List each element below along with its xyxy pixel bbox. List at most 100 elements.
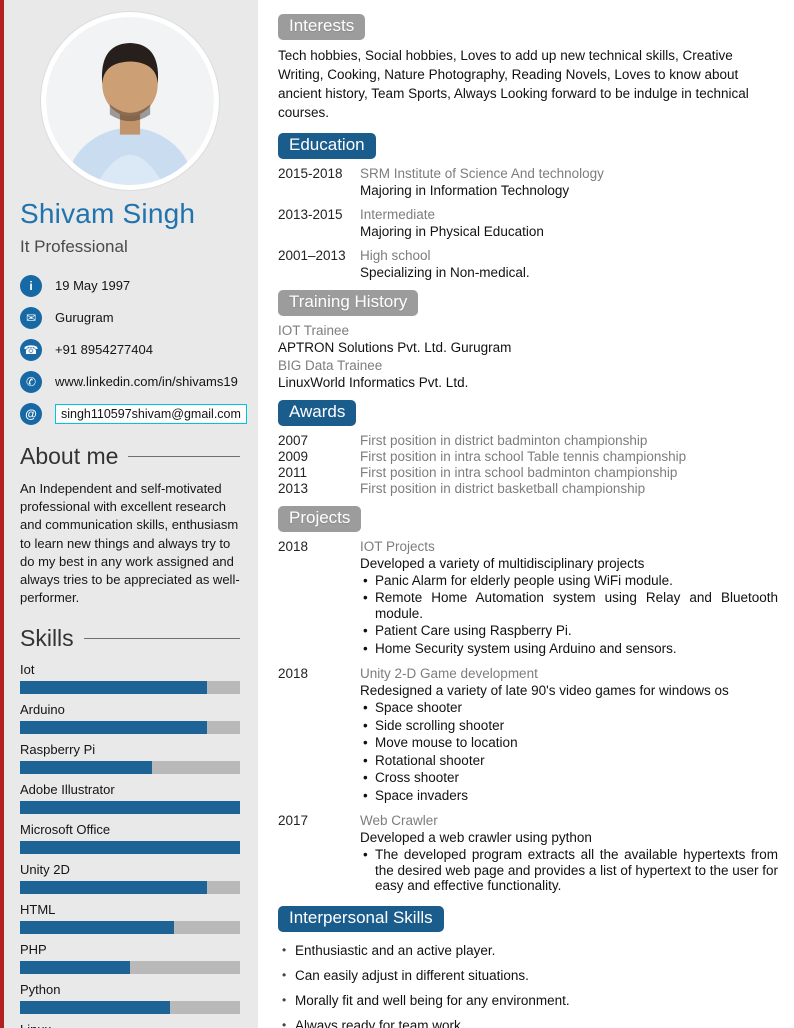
award-year: 2009 <box>278 448 309 464</box>
training-badge: Training History <box>278 289 419 316</box>
skill-bar-fill <box>20 801 240 815</box>
education-institution: Intermediate <box>360 206 436 222</box>
about-heading: About me <box>20 443 240 470</box>
profile-photo <box>41 12 219 190</box>
skill-label: Raspberry Pi <box>20 742 96 758</box>
heading-rule <box>128 456 240 457</box>
at-icon: @ <box>20 402 42 425</box>
info-icon: i <box>20 274 42 297</box>
skill-bar <box>20 721 240 735</box>
award-text: First position in intra school badminton… <box>360 464 678 480</box>
project-year: 2018 <box>278 538 309 554</box>
interests-badge: Interests <box>278 14 366 40</box>
skill-bar-fill <box>20 841 240 855</box>
page-edge-stripe <box>0 0 4 1028</box>
project-title: IOT Projects <box>360 538 435 554</box>
contact-row-email: @ singh110597shivam@gmail.com <box>20 402 247 425</box>
skill-label: Iot <box>20 662 35 678</box>
project-title: Unity 2-D Game development <box>360 666 538 682</box>
skill-bar-fill <box>20 961 130 975</box>
project-body: Unity 2-D Game development Redesigned a … <box>360 666 778 805</box>
award-text: First position in intra school Table ten… <box>360 448 687 464</box>
award-row: 2009 First position in intra school Tabl… <box>278 449 778 464</box>
skill-bar <box>20 1001 240 1015</box>
section-education: Education 2015-2018 SRM Institute of Sci… <box>278 132 778 280</box>
education-detail: Majoring in Physical Education <box>360 223 544 239</box>
project-bullet: Rotational shooter <box>360 753 778 769</box>
section-awards: Awards 2007 First position in district b… <box>278 399 778 496</box>
email-link[interactable]: singh110597shivam@gmail.com <box>55 403 247 424</box>
project-bullet: Patient Care using Raspberry Pi. <box>360 623 778 639</box>
project-subtitle: Redesigned a variety of late 90's video … <box>360 683 729 699</box>
sidebar: Shivam Singh It Professional i 19 May 19… <box>0 0 258 1028</box>
skill-bar <box>20 961 240 975</box>
interpersonal-bullet-list: Enthusiastic and an active player. Can e… <box>278 943 778 1028</box>
project-bullet: Space invaders <box>360 788 778 804</box>
skill-label: Microsoft Office <box>20 822 111 838</box>
education-body: SRM Institute of Science And technology … <box>360 166 604 198</box>
project-bullet: The developed program extracts all the a… <box>360 847 778 894</box>
skills-heading: Skills <box>20 625 240 652</box>
project-body: IOT Projects Developed a variety of mult… <box>360 539 778 659</box>
interpersonal-bullet: Always ready for team work. <box>278 1018 778 1028</box>
project-bullet-list: Panic Alarm for elderly people using WiF… <box>360 573 778 657</box>
phone-text: +91 8954277404 <box>55 342 153 357</box>
person-name: Shivam Singh <box>20 198 196 229</box>
section-projects: Projects 2018 IOT Projects Developed a v… <box>278 505 778 896</box>
section-interests: Interests Tech hobbies, Social hobbies, … <box>278 14 778 123</box>
project-bullet: Home Security system using Arduino and s… <box>360 641 778 657</box>
education-institution: SRM Institute of Science And technology <box>360 165 604 181</box>
project-bullet: Cross shooter <box>360 770 778 786</box>
skill-bar <box>20 881 240 895</box>
award-row: 2011 First position in intra school badm… <box>278 465 778 480</box>
project-title: Web Crawler <box>360 813 438 829</box>
education-detail: Specializing in Non-medical. <box>360 264 530 280</box>
interpersonal-badge: Interpersonal Skills <box>278 905 444 932</box>
skill-bar-fill <box>20 681 207 695</box>
globe-icon: ✆ <box>20 370 42 393</box>
skills-heading-text: Skills <box>20 625 74 652</box>
project-year: 2018 <box>278 666 309 682</box>
skill-bar-fill <box>20 921 174 935</box>
skill-bar-fill <box>20 1001 170 1015</box>
education-detail: Majoring in Information Technology <box>360 182 570 198</box>
project-entry: 2018 Unity 2-D Game development Redesign… <box>278 666 778 805</box>
skill-bar <box>20 841 240 855</box>
projects-badge: Projects <box>278 505 362 532</box>
birthdate-text: 19 May 1997 <box>55 278 131 293</box>
award-year: 2013 <box>278 480 309 496</box>
training-org: APTRON Solutions Pvt. Ltd. Gurugram <box>278 339 512 355</box>
skill-bar <box>20 801 240 815</box>
section-interpersonal: Interpersonal Skills Enthusiastic and an… <box>278 905 778 1028</box>
project-year: 2017 <box>278 813 309 829</box>
training-entry: IOT Trainee APTRON Solutions Pvt. Ltd. G… <box>278 323 778 355</box>
award-text: First position in district basketball ch… <box>360 480 646 496</box>
skill-bar <box>20 761 240 775</box>
education-years: 2015-2018 <box>278 165 343 181</box>
project-bullet: Move mouse to location <box>360 735 778 751</box>
training-org: LinuxWorld Informatics Pvt. Ltd. <box>278 374 469 390</box>
interests-text: Tech hobbies, Social hobbies, Loves to a… <box>278 48 749 120</box>
skill-label: Unity 2D <box>20 862 70 878</box>
person-title: It Professional <box>20 237 128 256</box>
section-training: Training History IOT Trainee APTRON Solu… <box>278 289 778 390</box>
main-column: Interests Tech hobbies, Social hobbies, … <box>258 0 794 1028</box>
location-text: Gurugram <box>55 310 114 325</box>
interpersonal-bullet: Morally fit and well being for any envir… <box>278 993 778 1008</box>
education-entry: 2013-2015 Intermediate Majoring in Physi… <box>278 207 778 239</box>
award-year: 2007 <box>278 432 309 448</box>
award-year: 2011 <box>278 464 308 480</box>
skill-item: Python <box>20 982 240 1015</box>
skill-item: Raspberry Pi <box>20 742 240 775</box>
heading-rule <box>83 638 240 640</box>
awards-badge: Awards <box>278 399 357 426</box>
project-bullet: Space shooter <box>360 700 778 716</box>
skill-label: Arduino <box>20 702 65 718</box>
contact-row-phone: ☎ +91 8954277404 <box>20 338 240 361</box>
skill-label: Python <box>20 982 61 998</box>
contact-row-linkedin: ✆ www.linkedin.com/in/shivams19 <box>20 370 240 393</box>
linkedin-link[interactable]: www.linkedin.com/in/shivams19 <box>55 374 238 389</box>
skill-bar <box>20 681 240 695</box>
education-entry: 2015-2018 SRM Institute of Science And t… <box>278 166 778 198</box>
skill-item: Linux <box>20 1022 240 1028</box>
